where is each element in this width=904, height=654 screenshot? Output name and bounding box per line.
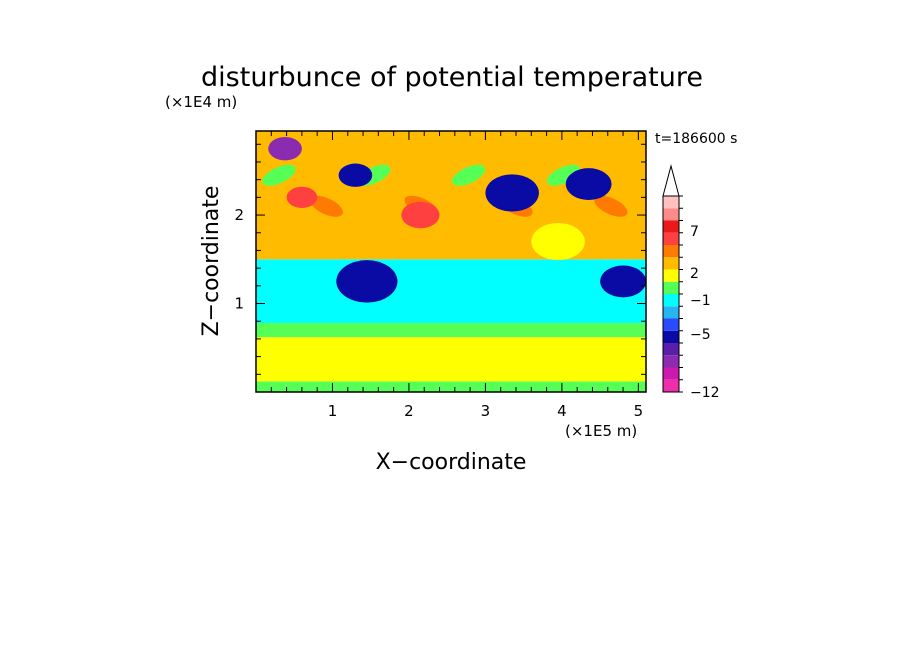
contour-feature <box>336 260 398 303</box>
contour-blob <box>546 164 581 186</box>
colorbar-label: 7 <box>690 224 699 240</box>
y-axis-label: Z−coordinate <box>199 186 224 337</box>
colorbar-swatch <box>663 208 679 221</box>
colorbar-swatch <box>663 355 679 368</box>
contour-feature <box>268 137 302 161</box>
x-axis: 1 2 3 4 5 <box>270 131 644 420</box>
contour-feature <box>531 223 585 261</box>
time-label: t=186600 s <box>655 131 737 147</box>
colorbar-swatch <box>663 281 679 294</box>
colorbar-label: −5 <box>690 327 711 343</box>
contour-blob <box>309 195 344 217</box>
contour-band <box>256 322 646 338</box>
colorbar-swatch <box>663 367 679 380</box>
contour-feature <box>286 186 318 208</box>
chart-title: disturbunce of potential temperature <box>201 62 703 93</box>
colorbar-label: −1 <box>690 293 711 309</box>
contour-feature <box>600 265 646 298</box>
colorbar-swatch <box>663 379 679 392</box>
contour-band <box>256 381 646 392</box>
y-axis: 12 <box>234 143 646 375</box>
x-tick-label: 3 <box>481 402 491 420</box>
x-tick-label: 5 <box>634 402 644 420</box>
x-unit-label: (×1E5 m) <box>565 422 637 440</box>
colorbar-label: −12 <box>690 385 720 401</box>
colorbar-swatch <box>663 294 679 307</box>
colorbar-swatch <box>663 232 679 245</box>
contour-feature <box>338 163 373 187</box>
contour-band <box>256 259 646 323</box>
plot-area <box>256 131 646 392</box>
colorbar <box>662 164 683 393</box>
colorbar-swatch <box>663 269 679 282</box>
y-tick-label: 1 <box>234 295 244 313</box>
contour-blob <box>451 164 486 186</box>
colorbar-label: 2 <box>690 266 699 282</box>
contour-feature <box>401 201 440 229</box>
contour-feature <box>565 168 612 201</box>
plot-frame <box>255 130 647 393</box>
contour-bands <box>256 131 646 392</box>
y-unit-label: (×1E4 m) <box>165 93 237 111</box>
contour-feature <box>485 174 539 212</box>
colorbar-swatch <box>663 220 679 233</box>
colorbar-swatch <box>663 306 679 319</box>
x-axis-label: X−coordinate <box>376 450 527 475</box>
colorbar-swatch <box>663 330 679 343</box>
contour-blob <box>262 164 296 186</box>
colorbar-swatch <box>663 196 679 209</box>
colorbar-swatch <box>663 245 679 258</box>
colorbar-extend-arrow <box>662 164 680 197</box>
colorbar-swatch <box>663 257 679 270</box>
x-tick-label: 2 <box>404 402 414 420</box>
colorbar-swatch <box>663 318 679 331</box>
x-tick-label: 1 <box>328 402 338 420</box>
colorbar-swatch <box>663 343 679 356</box>
contour-blob <box>594 195 628 217</box>
contour-features <box>268 137 646 303</box>
x-tick-label: 4 <box>557 402 567 420</box>
colorbar-labels: 7 2 −1 −5 −12 <box>690 224 720 401</box>
y-tick-label: 2 <box>234 206 244 224</box>
contour-band <box>256 337 646 382</box>
